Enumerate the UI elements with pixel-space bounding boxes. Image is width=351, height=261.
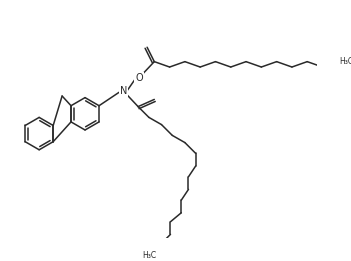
Text: O: O [135, 73, 143, 83]
Text: H₃C: H₃C [340, 57, 351, 66]
Text: N: N [120, 86, 127, 96]
Text: H₃C: H₃C [142, 251, 156, 260]
